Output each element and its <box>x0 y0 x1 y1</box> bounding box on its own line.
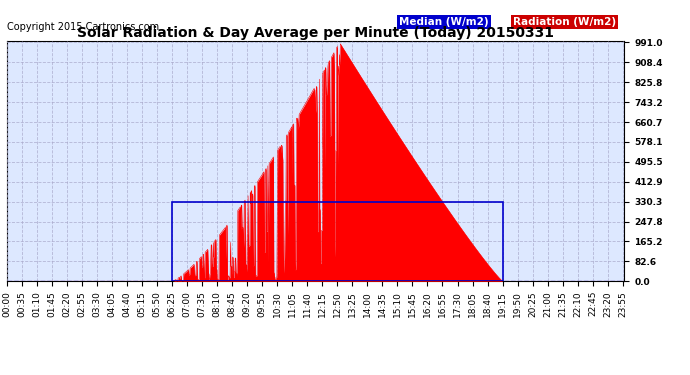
Text: Copyright 2015 Cartronics.com: Copyright 2015 Cartronics.com <box>7 22 159 32</box>
Bar <box>172 202 502 281</box>
Text: Radiation (W/m2): Radiation (W/m2) <box>513 17 616 27</box>
Text: Median (W/m2): Median (W/m2) <box>399 17 489 27</box>
Title: Solar Radiation & Day Average per Minute (Today) 20150331: Solar Radiation & Day Average per Minute… <box>77 26 554 40</box>
